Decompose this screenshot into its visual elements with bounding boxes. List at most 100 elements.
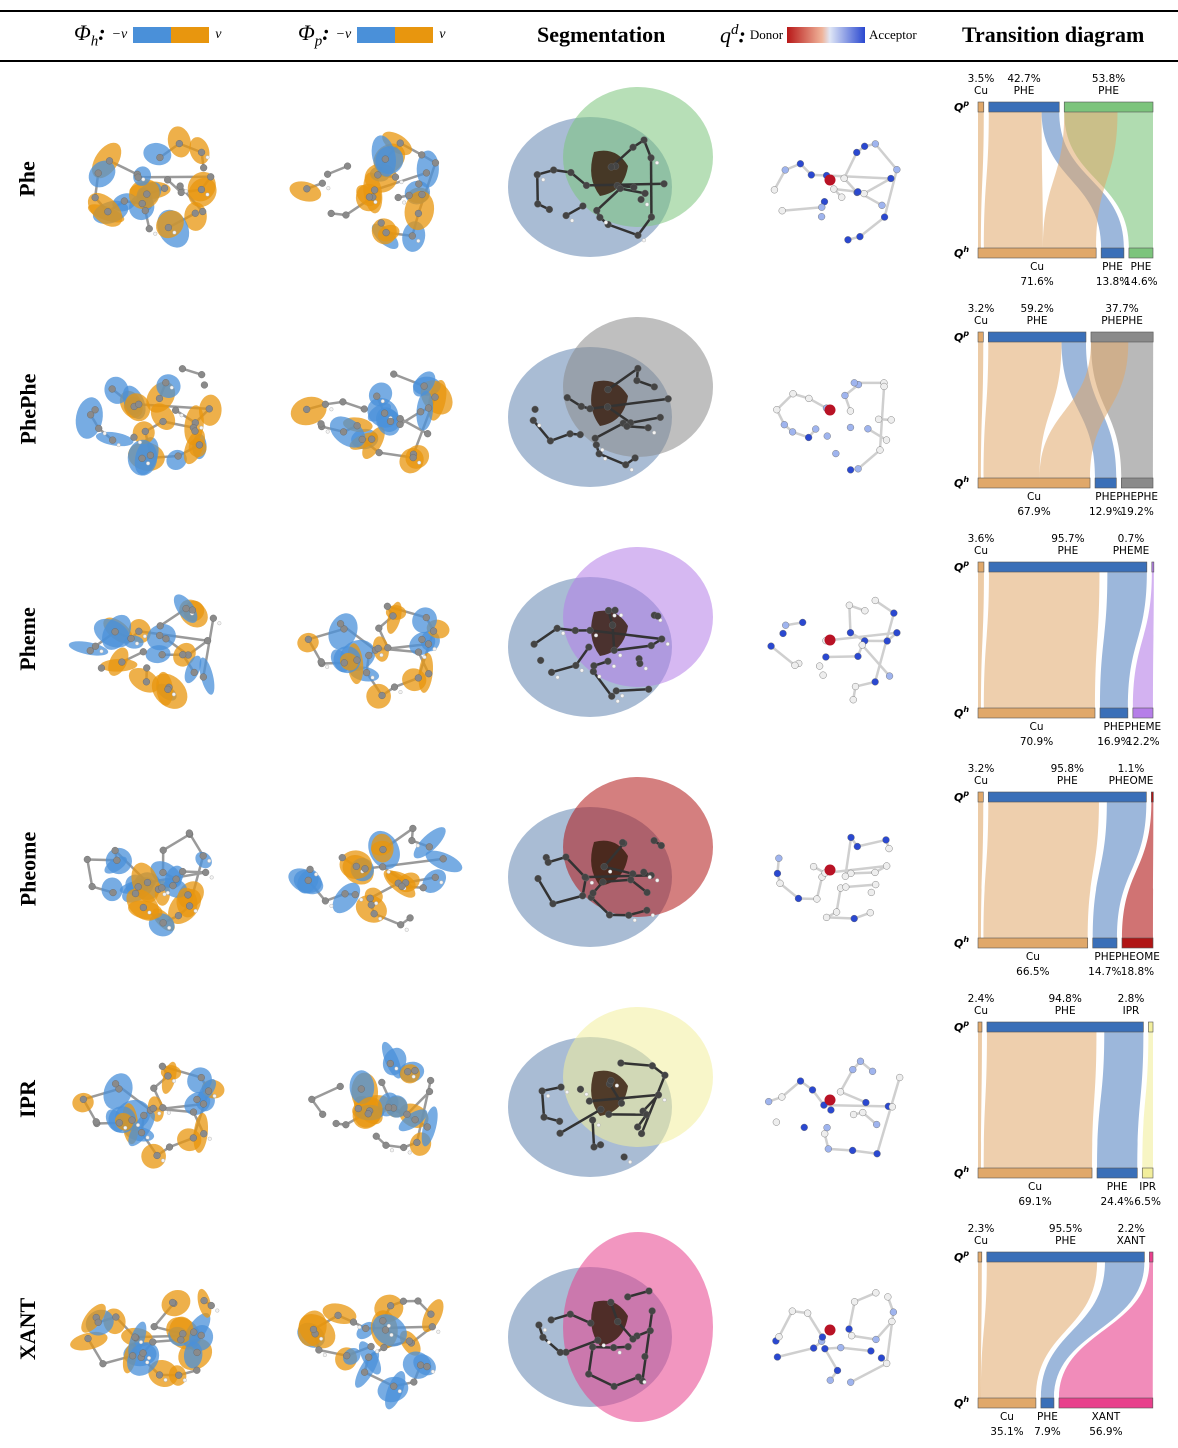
top-bar-cu: [978, 562, 984, 572]
row-label-text: XANT: [15, 1298, 41, 1360]
phi-p-pos-label: v: [439, 27, 445, 43]
segment-percent: 1.1%: [1118, 763, 1145, 775]
acceptor-label: Acceptor: [869, 27, 917, 43]
header-transition: Transition diagram: [962, 18, 1144, 52]
top-bar-pheme: [1152, 562, 1154, 572]
top-bar-phe: [989, 102, 1059, 112]
charge-molecule: [765, 1058, 903, 1157]
segment-name: Cu: [1029, 721, 1043, 733]
hole-orbital-image: [60, 532, 260, 746]
qp-axis-label: Qp: [954, 329, 969, 344]
charge-density-image: [745, 532, 945, 746]
particle-orbital-molecule: [287, 127, 439, 254]
segment-name: PHE: [1014, 85, 1035, 97]
segment-percent: 59.2%: [1020, 303, 1053, 315]
particle-orbital-image: [285, 532, 485, 746]
segment-percent: 3.2%: [968, 763, 995, 775]
segment-name: IPR: [1139, 1181, 1156, 1193]
segment-name: Cu: [974, 1005, 988, 1017]
transition-title: Transition diagram: [962, 22, 1144, 48]
segment-percent: 7.9%: [1034, 1426, 1061, 1438]
phi-h-pos-label: v: [215, 27, 221, 43]
segment-name: XANT: [1117, 1235, 1146, 1247]
charge-molecule: [774, 834, 892, 922]
segment-percent: 3.6%: [968, 533, 995, 545]
qp-axis-label: Qp: [954, 1019, 969, 1034]
header-phi-p: Φp: −v v: [298, 18, 445, 52]
charge-molecule: [771, 140, 900, 243]
segment-name: Cu: [1030, 261, 1044, 273]
segment-percent: 3.5%: [968, 73, 995, 85]
segment-percent: 2.2%: [1118, 1223, 1145, 1235]
flow-band: [978, 112, 984, 248]
segment-name: Cu: [974, 85, 988, 97]
hole-orbital-image: [60, 992, 260, 1206]
segment-percent: 0.7%: [1118, 533, 1145, 545]
qd-sup: d: [731, 22, 739, 38]
charge-molecule: [772, 1289, 896, 1385]
hole-orbital-image: [60, 762, 260, 976]
segmentation-image: [490, 532, 730, 746]
segment-name: PHE: [1095, 491, 1116, 503]
qd-colon: :: [739, 22, 746, 47]
bottom-bar-phe: [1101, 248, 1124, 258]
cu-atom: [825, 175, 836, 186]
segment-name: PHE: [1131, 261, 1152, 273]
top-bar-phe: [987, 1022, 1143, 1032]
top-bar-phe: [987, 1252, 1145, 1262]
segment-name: Cu: [1000, 1411, 1014, 1423]
segment-percent: 12.9%: [1089, 506, 1122, 518]
flow-band: [978, 342, 983, 478]
segment-percent: 37.7%: [1105, 303, 1138, 315]
bottom-bar-pheme: [1133, 708, 1153, 718]
segment-percent: 67.9%: [1017, 506, 1050, 518]
row-label: IPR: [8, 984, 48, 1214]
qh-axis-label: Qh: [954, 1395, 969, 1410]
hole-orbital-image: [60, 72, 260, 286]
row-label-text: Phe: [15, 161, 41, 196]
cu-atom: [825, 635, 836, 646]
segment-percent: 2.8%: [1118, 993, 1145, 1005]
segment-name: PHEOME: [1109, 775, 1154, 787]
segment-name: PHEPHE: [1101, 315, 1143, 327]
hole-orbital-molecule: [68, 1285, 219, 1392]
segmentation-image: [490, 302, 730, 516]
top-bar-cu: [978, 792, 983, 802]
top-bar-phephe: [1091, 332, 1153, 342]
bottom-bar-xant: [1059, 1398, 1153, 1408]
bottom-bar-cu: [978, 478, 1090, 488]
segment-name: PHE: [1037, 1411, 1058, 1423]
segment-percent: 19.2%: [1120, 506, 1153, 518]
segment-name: PHE: [1103, 721, 1124, 733]
segment-name: Cu: [974, 1235, 988, 1247]
particle-orbital-image: [285, 992, 485, 1206]
segment-percent: 14.6%: [1124, 276, 1157, 288]
segmentation-image: [490, 1222, 730, 1436]
bottom-bar-phe: [1100, 708, 1128, 718]
segmentation-image: [490, 992, 730, 1206]
qh-axis-label: Qh: [954, 705, 969, 720]
flow-band: [983, 802, 1098, 938]
segment-name: PHE: [1057, 775, 1078, 787]
segment-percent: 42.7%: [1007, 73, 1040, 85]
segment-name: XANT: [1092, 1411, 1121, 1423]
bottom-bar-ipr: [1142, 1168, 1153, 1178]
row-label: XANT: [8, 1214, 48, 1444]
bottom-bar-cu: [978, 248, 1096, 258]
cu-atom: [825, 1095, 836, 1106]
qp-axis-label: Qp: [954, 99, 969, 114]
top-bar-xant: [1149, 1252, 1153, 1262]
bottom-bar-phe: [1095, 478, 1116, 488]
flow-band: [978, 802, 983, 938]
flow-band: [978, 572, 984, 708]
segment-percent: 95.5%: [1049, 1223, 1082, 1235]
particle-orbital-molecule: [287, 367, 459, 478]
top-bar-phe: [989, 562, 1147, 572]
segment-percent: 69.1%: [1018, 1196, 1051, 1208]
segmentation-image: [490, 762, 730, 976]
flow-band: [984, 1032, 1097, 1168]
row-label-text: PhePhe: [15, 374, 41, 445]
